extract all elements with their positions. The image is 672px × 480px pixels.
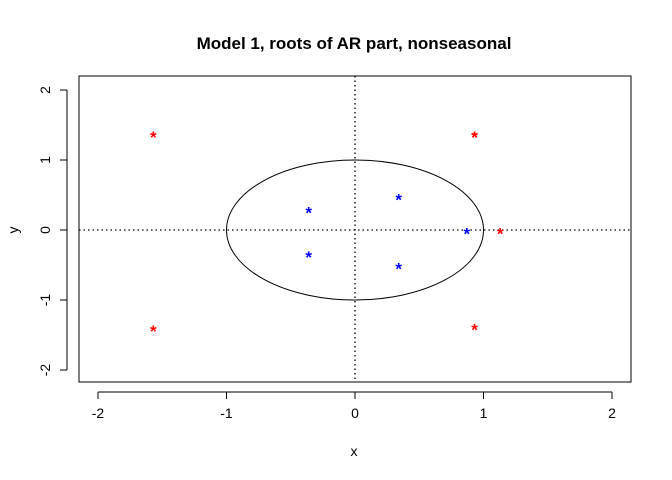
data-point: * (395, 260, 402, 279)
x-tick-label: 1 (480, 405, 488, 421)
data-point: * (150, 322, 157, 341)
data-point: * (305, 248, 312, 267)
y-tick-label: 1 (37, 156, 53, 164)
x-tick-label: -1 (220, 405, 233, 421)
plot-frame (78, 75, 632, 383)
unit-circle (226, 159, 484, 301)
unit-circle-layer (226, 159, 484, 301)
y-axis-label: y (5, 227, 21, 234)
data-point: * (395, 190, 402, 209)
data-point: * (471, 128, 478, 147)
data-point: * (471, 321, 478, 340)
y-tick-label: 0 (37, 226, 53, 234)
x-tick-label: 0 (351, 405, 359, 421)
y-tick-label: -1 (37, 294, 53, 307)
axes: -2 -1 0 1 2 -2 -1 0 1 2 (37, 86, 616, 421)
chart-title: Model 1, roots of AR part, nonseasonal (197, 34, 512, 53)
data-point: * (463, 225, 470, 244)
x-tick-label: 2 (608, 405, 616, 421)
data-point: * (497, 225, 504, 244)
x-axis-label: x (351, 443, 358, 459)
data-points: * ** ******** (150, 128, 504, 341)
y-tick-label: -2 (37, 364, 53, 377)
x-tick-label: -2 (92, 405, 105, 421)
reference-lines (79, 76, 631, 382)
data-point: * (471, 128, 478, 147)
data-point: * (305, 204, 312, 223)
data-point: * (150, 128, 157, 147)
y-tick-label: 2 (37, 86, 53, 94)
